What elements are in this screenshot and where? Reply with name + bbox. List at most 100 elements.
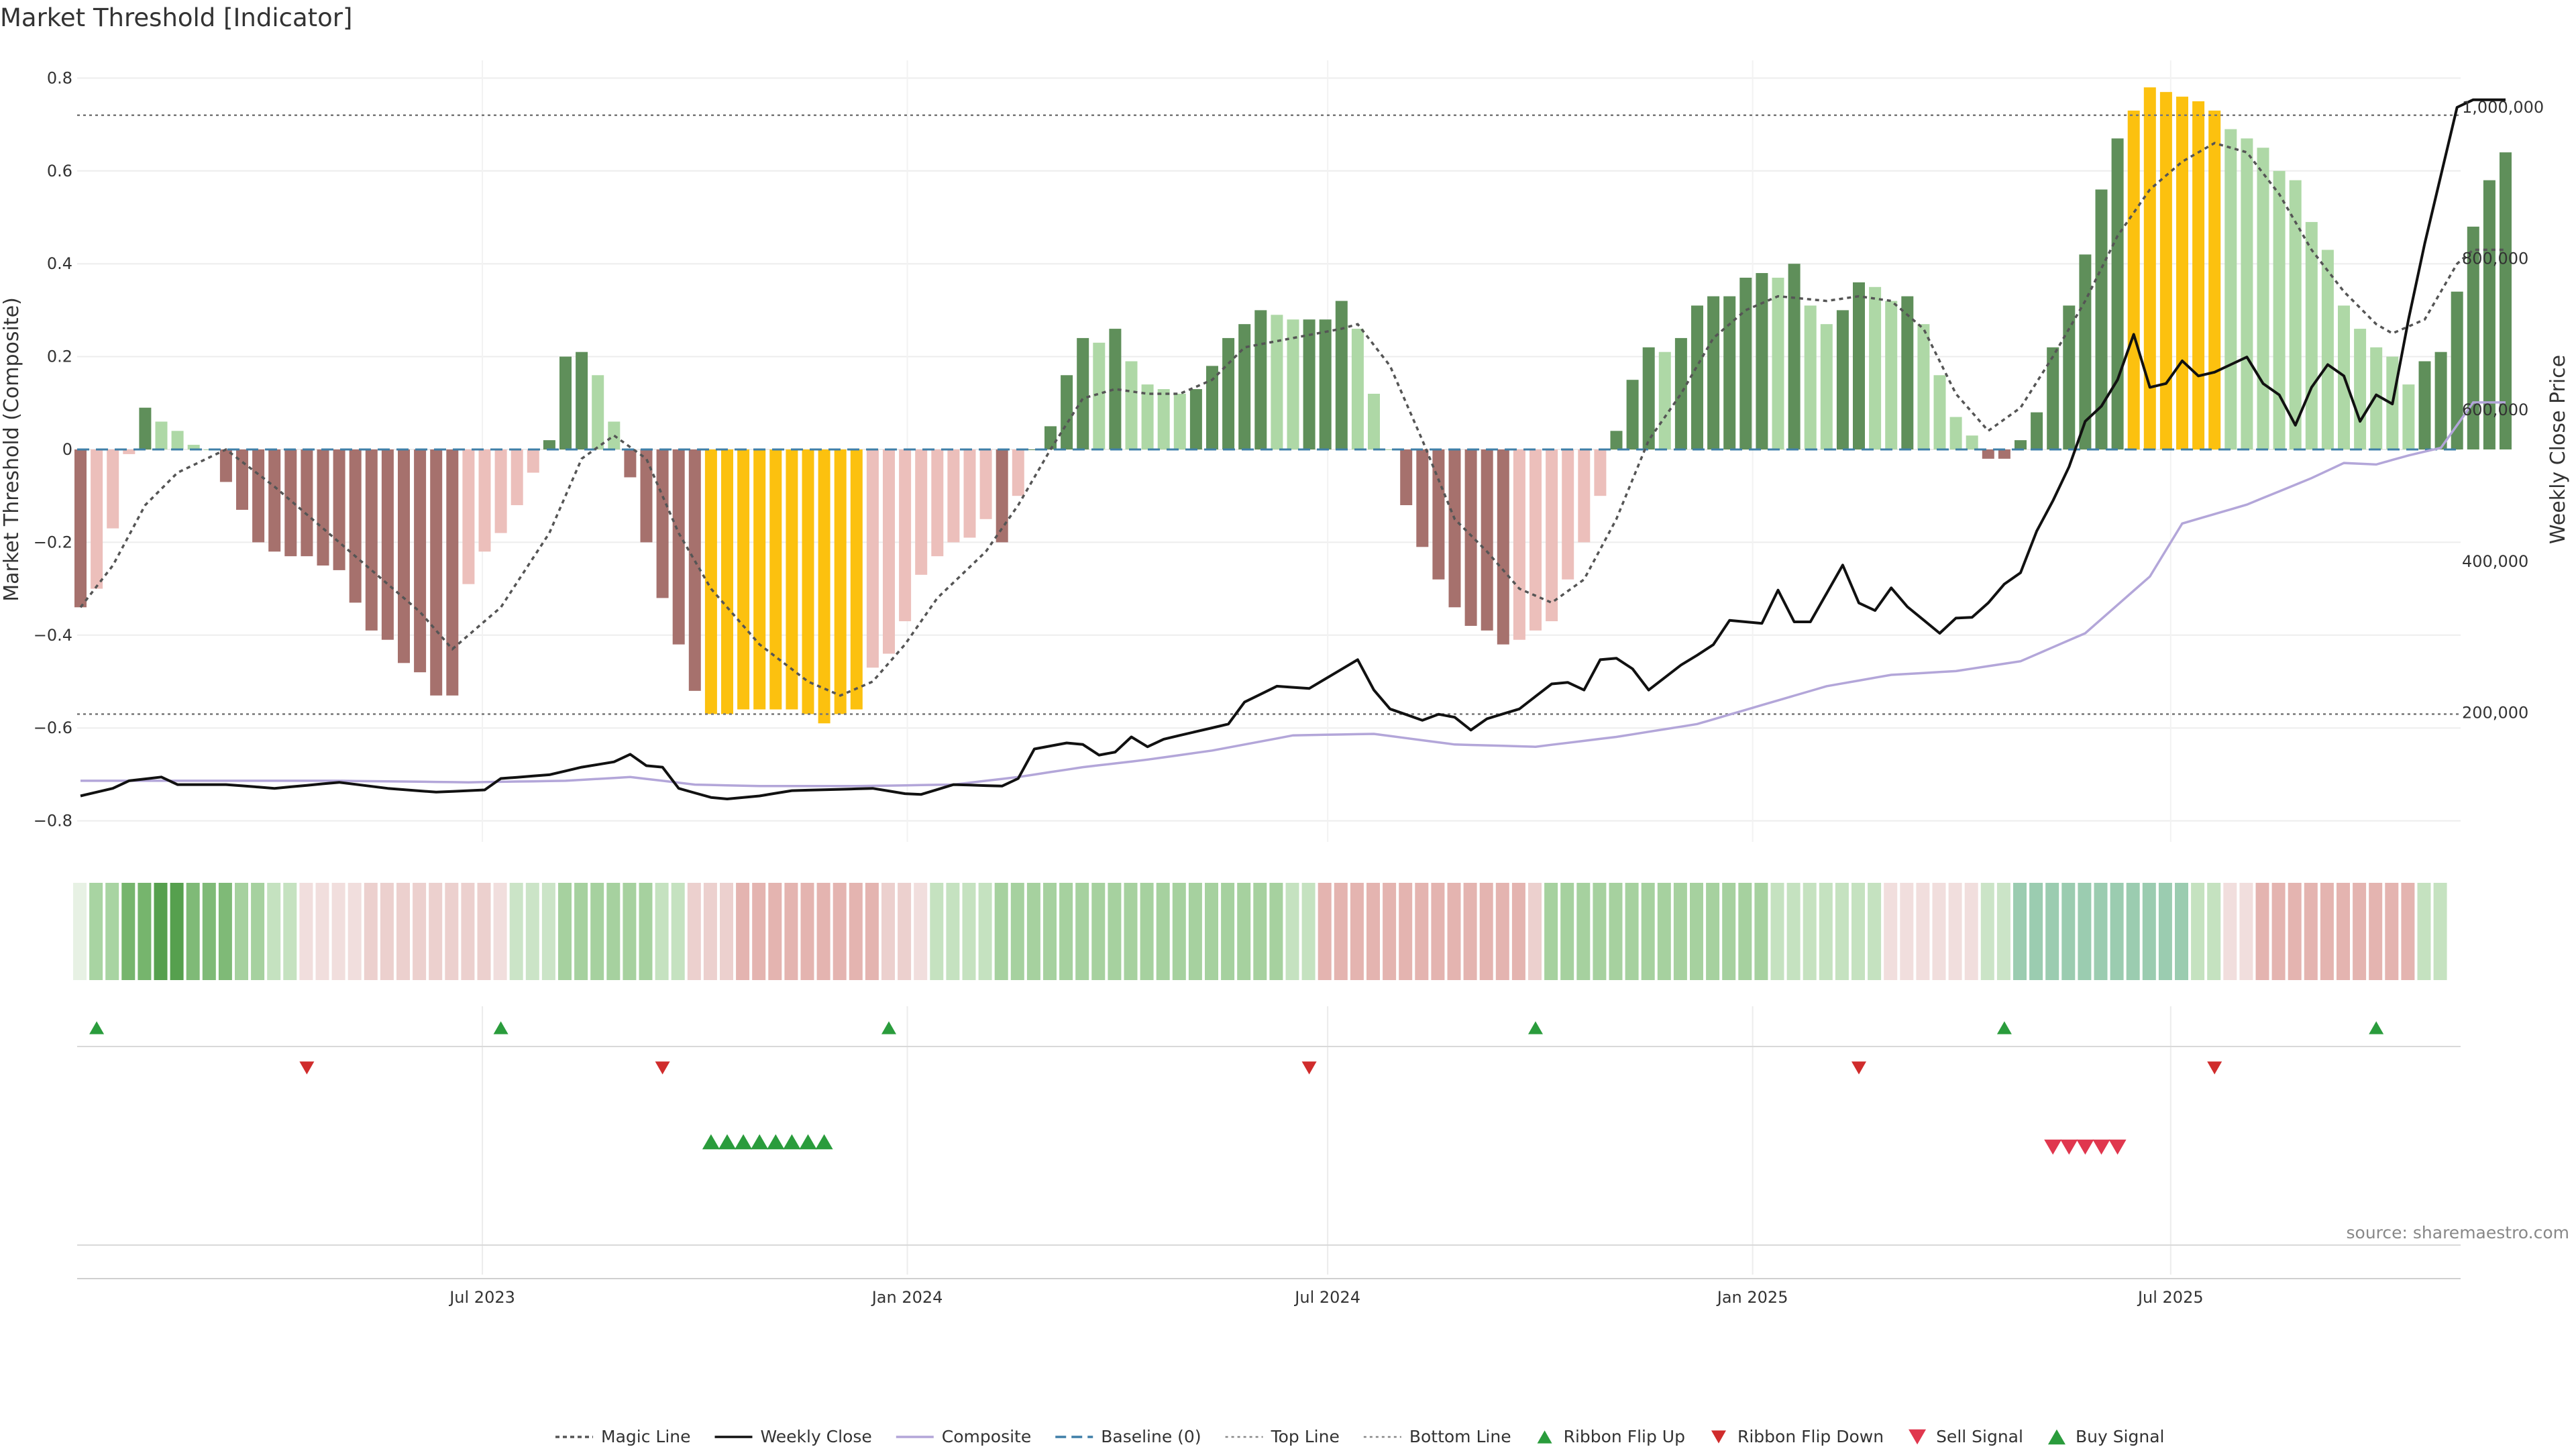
ribbon-cell xyxy=(768,883,782,980)
composite-bar xyxy=(2031,412,2043,449)
composite-bar xyxy=(996,449,1008,543)
composite-bar xyxy=(1869,286,1882,449)
ribbon-cell xyxy=(1690,883,1703,980)
ribbon-cell xyxy=(1803,883,1817,980)
ribbon-cell xyxy=(2142,883,2156,980)
composite-bar xyxy=(818,449,830,724)
composite-bar xyxy=(592,375,604,449)
ribbon-cell xyxy=(1010,883,1024,980)
x-tick-label: Jul 2023 xyxy=(448,1288,515,1307)
buy-signal-marker xyxy=(702,1134,720,1150)
sell-signal-marker xyxy=(2092,1139,2110,1155)
composite-bar xyxy=(1933,375,1946,449)
source-label: source: sharemaestro.com xyxy=(2347,1223,2570,1242)
ribbon-cell xyxy=(590,883,604,980)
y-tick-label: −0.4 xyxy=(34,626,72,645)
composite-bar xyxy=(1189,389,1202,449)
legend-label: Baseline (0) xyxy=(1101,1427,1201,1446)
chart-title: Market Threshold [Indicator] xyxy=(0,3,352,32)
ribbon-cell xyxy=(914,883,928,980)
composite-bar xyxy=(2451,291,2463,449)
ribbon-cell xyxy=(1463,883,1477,980)
ribbon-cell xyxy=(283,883,297,980)
ribbon-cell xyxy=(1868,883,1882,980)
composite-bar xyxy=(2192,101,2205,449)
composite-bar xyxy=(1723,296,1736,449)
ribbon-cell xyxy=(1108,883,1122,980)
composite-bar xyxy=(624,449,637,478)
ribbon-cell xyxy=(1350,883,1364,980)
ribbon-cell xyxy=(429,883,443,980)
ribbon-cell xyxy=(2191,883,2205,980)
composite-bar xyxy=(1853,282,1865,449)
composite-bar xyxy=(284,449,297,557)
ribbon-cell xyxy=(2126,883,2140,980)
composite-bar xyxy=(2208,110,2221,449)
ribbon-cell xyxy=(138,883,152,980)
ribbon-cell xyxy=(2353,883,2367,980)
composite-bar xyxy=(2289,180,2302,449)
ribbon-cell xyxy=(800,883,814,980)
composite-bar xyxy=(1061,375,1073,449)
composite-bar xyxy=(2176,97,2188,449)
ribbon-flip-down-marker xyxy=(2207,1061,2222,1075)
composite-bar xyxy=(2418,361,2431,449)
composite-bar xyxy=(1642,347,1655,449)
ribbon-cell xyxy=(2385,883,2399,980)
ribbon-cell xyxy=(1851,883,1865,980)
composite-bar xyxy=(866,449,879,668)
composite-bar xyxy=(414,449,427,673)
ribbon-cell xyxy=(1415,883,1429,980)
x-tick-label: Jul 2024 xyxy=(1293,1288,1360,1307)
ribbon-cell xyxy=(2110,883,2124,980)
composite-bar xyxy=(1125,361,1138,449)
composite-bar xyxy=(107,449,119,529)
composite-bar xyxy=(446,449,459,696)
ribbon-cell xyxy=(849,883,863,980)
y-tick-label: 0.8 xyxy=(47,68,72,87)
composite-bar xyxy=(1319,319,1332,449)
composite-bar xyxy=(2224,129,2237,449)
composite-bar xyxy=(2483,180,2496,449)
ribbon-cell xyxy=(1544,883,1558,980)
legend-swatch xyxy=(2047,1429,2065,1445)
ribbon-cell xyxy=(1221,883,1235,980)
sell-signal-marker xyxy=(2044,1139,2062,1155)
composite-bar xyxy=(1368,393,1380,449)
legend-label: Sell Signal xyxy=(1936,1427,2023,1446)
composite-bar xyxy=(1077,337,1089,449)
composite-bar xyxy=(494,449,507,533)
ribbon-cell xyxy=(1609,883,1623,980)
ribbon-cell xyxy=(1383,883,1397,980)
composite-bar xyxy=(1804,305,1817,449)
legend-label: Magic Line xyxy=(601,1427,691,1446)
composite-bar xyxy=(1238,324,1251,449)
buy-signal-marker xyxy=(815,1134,833,1150)
y-axis-title: Market Threshold (Composite) xyxy=(0,297,23,602)
ribbon-cell xyxy=(1172,883,1186,980)
composite-bar xyxy=(2257,148,2269,449)
ribbon-cell xyxy=(1916,883,1930,980)
composite-bar xyxy=(155,421,168,449)
composite-bar xyxy=(187,445,200,449)
composite-bar xyxy=(1012,449,1024,496)
ribbon-cell xyxy=(898,883,912,980)
ribbon-cell xyxy=(396,883,410,980)
ribbon-cell xyxy=(687,883,701,980)
ribbon-cell xyxy=(2045,883,2059,980)
composite-bar xyxy=(2111,138,2124,450)
ribbon-cell xyxy=(1625,883,1639,980)
composite-bar xyxy=(1529,449,1542,631)
ribbon-cell xyxy=(2433,883,2447,980)
ribbon-cell xyxy=(2288,883,2302,980)
legend-label: Weekly Close xyxy=(761,1427,872,1446)
legend-label: Ribbon Flip Up xyxy=(1564,1427,1685,1446)
ribbon-cell xyxy=(1431,883,1445,980)
composite-bars xyxy=(74,87,2512,724)
y-tick-label: 0.6 xyxy=(47,162,72,180)
ribbon-cell xyxy=(2061,883,2076,980)
ribbon-cell xyxy=(1269,883,1283,980)
composite-bar xyxy=(1982,449,1994,459)
ribbon-cell xyxy=(89,883,103,980)
ribbon-cell xyxy=(946,883,960,980)
